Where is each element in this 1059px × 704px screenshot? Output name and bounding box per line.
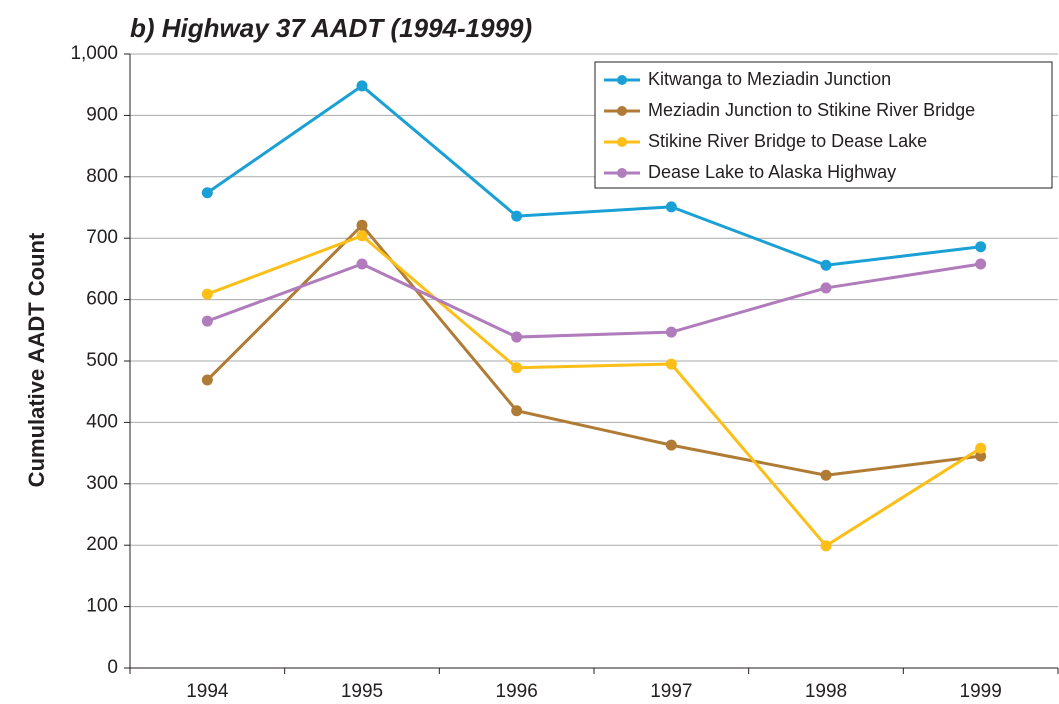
x-tick-label: 1999 — [960, 681, 1002, 702]
legend: Kitwanga to Meziadin Junction Meziadin Ju… — [594, 61, 1053, 189]
legend-swatch-dot — [617, 137, 627, 147]
legend-label: Stikine River Bridge to Dease Lake — [648, 131, 927, 151]
data-point — [201, 315, 213, 327]
y-tick-label: 500 — [86, 350, 118, 371]
x-tick-label: 1995 — [341, 681, 383, 702]
data-point — [511, 405, 523, 417]
y-tick-label: 1,000 — [70, 43, 118, 64]
data-point — [356, 258, 368, 270]
data-point — [201, 374, 213, 386]
series-line — [206, 262, 981, 339]
data-point — [820, 540, 832, 552]
y-tick-label: 600 — [86, 289, 118, 310]
data-point — [820, 259, 832, 271]
legend-swatch-dot — [617, 106, 627, 116]
y-tick-label: 400 — [86, 411, 118, 432]
x-tick-label: 1994 — [186, 681, 229, 702]
y-tick-label: 700 — [86, 227, 118, 248]
y-tick-label: 100 — [86, 596, 118, 617]
series-line — [206, 223, 981, 477]
data-point — [975, 442, 987, 454]
data-point — [665, 201, 677, 213]
legend-swatch-dot — [617, 168, 627, 178]
data-point — [511, 362, 523, 374]
chart-title: b) Highway 37 AADT (1994-1999) — [130, 13, 532, 43]
data-point — [975, 241, 987, 253]
x-tick-label: 1998 — [805, 681, 847, 702]
data-point — [201, 187, 213, 199]
y-tick-label: 900 — [86, 104, 118, 125]
data-point — [356, 219, 368, 231]
data-point — [356, 80, 368, 92]
legend-swatch-dot — [617, 75, 627, 85]
series-line — [206, 84, 981, 267]
legend-label: Kitwanga to Meziadin Junction — [648, 69, 891, 89]
data-point — [665, 439, 677, 451]
y-tick-label: 0 — [107, 657, 118, 678]
data-point — [665, 358, 677, 370]
legend-box — [594, 61, 1053, 189]
x-tick-label: 1997 — [650, 681, 692, 702]
series-line — [206, 234, 982, 548]
data-point — [820, 469, 832, 481]
data-point — [975, 258, 987, 270]
y-tick-label: 200 — [86, 534, 118, 555]
y-tick-label: 300 — [86, 473, 118, 494]
data-point — [665, 326, 677, 338]
data-point — [511, 331, 523, 343]
data-point — [820, 282, 832, 294]
data-point — [511, 210, 523, 222]
legend-label: Meziadin Junction to Stikine River Bridg… — [648, 100, 975, 120]
y-axis-label: Cumulative AADT Count — [24, 232, 49, 487]
data-point — [356, 230, 368, 242]
legend-label: Dease Lake to Alaska Highway — [648, 162, 896, 182]
y-tick-label: 800 — [86, 166, 118, 187]
x-tick-label: 1996 — [496, 681, 538, 702]
data-point — [201, 288, 213, 300]
data-point — [975, 450, 987, 462]
